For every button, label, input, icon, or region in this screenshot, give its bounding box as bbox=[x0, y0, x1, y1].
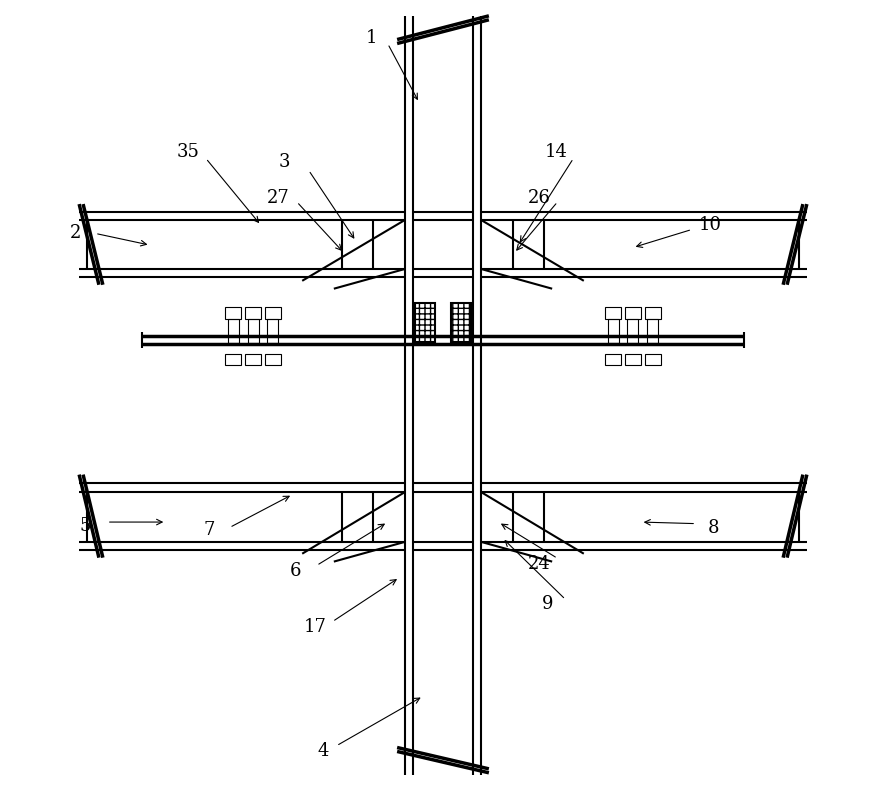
Text: 4: 4 bbox=[317, 743, 329, 760]
Text: 10: 10 bbox=[699, 217, 722, 234]
Text: 17: 17 bbox=[303, 619, 326, 636]
Text: 2: 2 bbox=[69, 225, 81, 242]
Text: 27: 27 bbox=[267, 189, 290, 206]
Bar bbox=[268, 319, 278, 343]
Text: 7: 7 bbox=[204, 521, 215, 539]
Text: 9: 9 bbox=[541, 595, 553, 612]
Text: 5: 5 bbox=[80, 517, 91, 535]
Text: 3: 3 bbox=[279, 153, 291, 171]
Bar bbox=[225, 307, 241, 319]
Bar bbox=[415, 303, 435, 343]
Text: 35: 35 bbox=[177, 143, 199, 161]
Bar bbox=[265, 354, 281, 365]
Bar bbox=[265, 307, 281, 319]
Text: 6: 6 bbox=[290, 562, 301, 580]
Text: 24: 24 bbox=[528, 555, 551, 573]
Bar bbox=[225, 354, 241, 365]
Text: 26: 26 bbox=[528, 189, 551, 206]
Bar bbox=[625, 354, 641, 365]
Text: 14: 14 bbox=[545, 143, 568, 161]
Bar bbox=[247, 319, 259, 343]
Bar bbox=[608, 319, 618, 343]
Bar bbox=[625, 307, 641, 319]
Bar bbox=[605, 307, 621, 319]
Text: 1: 1 bbox=[366, 29, 377, 47]
Bar bbox=[645, 307, 661, 319]
Bar bbox=[627, 319, 639, 343]
Bar bbox=[645, 354, 661, 365]
Text: 8: 8 bbox=[708, 520, 719, 537]
Bar bbox=[228, 319, 239, 343]
Bar bbox=[451, 303, 471, 343]
Bar bbox=[245, 307, 261, 319]
Bar bbox=[245, 354, 261, 365]
Bar bbox=[647, 319, 658, 343]
Bar bbox=[605, 354, 621, 365]
